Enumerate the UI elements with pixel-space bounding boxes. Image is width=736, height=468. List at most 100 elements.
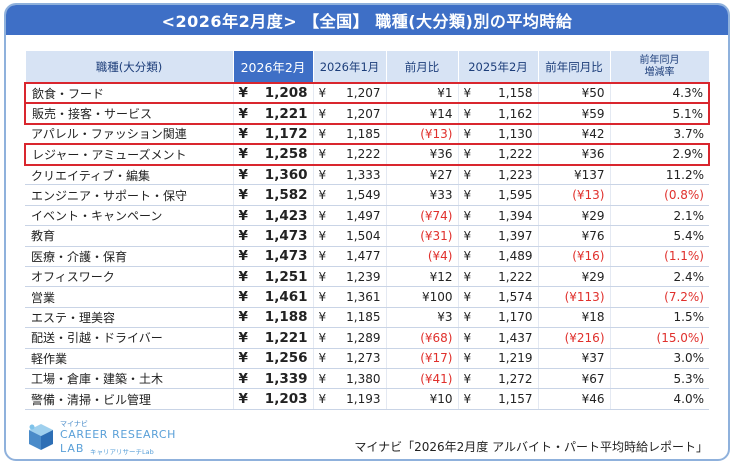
feb-2026-cell: ¥1,423 bbox=[233, 205, 314, 227]
table-row: アパレル・ファッション関連 ¥1,172 ¥1,185 (¥13) ¥1,130 ¥42 3… bbox=[25, 123, 709, 145]
yen-sign: ¥ bbox=[318, 126, 327, 141]
category-cell: 工場・倉庫・建築・土木 bbox=[25, 368, 234, 390]
table-row: 配送・引越・ドライバー ¥1,221 ¥1,289 (¥68) ¥1,437 (¥216)… bbox=[25, 327, 709, 349]
jan-2026-cell: ¥1,477 bbox=[313, 246, 387, 268]
jan-2026-cell-value: 1,361 bbox=[346, 290, 381, 305]
mom-cell: ¥36 bbox=[386, 143, 459, 166]
yen-sign: ¥ bbox=[238, 248, 248, 265]
feb-2025-cell: ¥1,223 bbox=[458, 164, 539, 186]
table-row: クリエイティブ・編集 ¥1,360 ¥1,333 ¥27 ¥1,223 ¥137 11.2% bbox=[25, 164, 709, 186]
jan-2026-cell-value: 1,333 bbox=[346, 168, 381, 182]
yen-sign: ¥ bbox=[238, 125, 248, 142]
yen-sign: ¥ bbox=[318, 168, 327, 182]
feb-2025-cell: ¥1,130 bbox=[458, 123, 539, 145]
category-cell: 販売・接客・サービス bbox=[24, 102, 234, 125]
table-row: オフィスワーク ¥1,251 ¥1,239 ¥12 ¥1,222 ¥29 2.4% bbox=[25, 266, 709, 288]
feb-2026-cell-value: 1,172 bbox=[264, 125, 308, 142]
jan-2026-cell: ¥1,549 bbox=[313, 184, 387, 206]
category-cell: 教育 bbox=[25, 225, 234, 247]
yoy-rate-cell: 5.1% bbox=[610, 102, 710, 125]
yen-sign: ¥ bbox=[463, 310, 472, 325]
feb-2026-cell-value: 1,188 bbox=[264, 309, 308, 326]
mom-cell: ¥27 bbox=[386, 164, 459, 186]
yoy-rate-cell: 1.5% bbox=[610, 307, 709, 329]
jan-2026-cell: ¥1,497 bbox=[313, 205, 387, 227]
yen-sign: ¥ bbox=[238, 289, 248, 306]
yoy-rate-cell: 4.3% bbox=[610, 81, 710, 105]
mom-cell: ¥1 bbox=[386, 81, 459, 105]
jan-2026-cell-value: 1,289 bbox=[346, 330, 381, 345]
yoy-rate-cell: 2.4% bbox=[610, 266, 709, 288]
category-cell: レジャー・アミューズメント bbox=[24, 143, 234, 166]
mom-cell: ¥33 bbox=[386, 184, 459, 206]
jan-2026-cell-value: 1,477 bbox=[346, 249, 381, 264]
jan-2026-cell-value: 1,497 bbox=[346, 208, 381, 223]
yen-sign: ¥ bbox=[318, 392, 327, 407]
feb-2026-cell: ¥1,256 bbox=[233, 348, 314, 369]
category-cell: イベント・キャンペーン bbox=[25, 205, 234, 227]
yen-sign: ¥ bbox=[463, 188, 472, 203]
mom-cell: (¥74) bbox=[386, 205, 459, 227]
feb-2025-cell-value: 1,223 bbox=[498, 168, 533, 182]
mom-cell: (¥13) bbox=[386, 123, 459, 145]
feb-2026-cell: ¥1,208 bbox=[233, 81, 314, 105]
header-yoy-rate-line: 前年同月 bbox=[639, 54, 680, 66]
feb-2026-cell-value: 1,339 bbox=[264, 370, 308, 387]
jan-2026-cell: ¥1,239 bbox=[313, 266, 387, 288]
feb-2026-cell-value: 1,203 bbox=[264, 391, 308, 408]
yoy-rate-cell: (1.1%) bbox=[610, 246, 709, 268]
yoy-rate-cell: 3.0% bbox=[610, 348, 709, 369]
yen-sign: ¥ bbox=[238, 85, 248, 102]
yen-sign: ¥ bbox=[463, 147, 472, 162]
feb-2026-cell-value: 1,423 bbox=[264, 207, 308, 224]
header-feb-2025: 2025年2月 bbox=[457, 50, 539, 84]
mom-cell: (¥17) bbox=[386, 348, 459, 369]
jan-2026-cell: ¥1,185 bbox=[313, 307, 387, 329]
feb-2025-cell: ¥1,489 bbox=[458, 246, 539, 268]
yoy-rate-cell: 11.2% bbox=[610, 164, 709, 186]
category-cell: 配送・引越・ドライバー bbox=[25, 327, 234, 349]
category-cell: 営業 bbox=[25, 286, 234, 308]
yen-sign: ¥ bbox=[463, 290, 472, 305]
yoy-rate-cell: 2.1% bbox=[610, 205, 709, 227]
jan-2026-cell: ¥1,185 bbox=[313, 123, 387, 145]
feb-2025-cell: ¥1,397 bbox=[458, 225, 539, 247]
jan-2026-cell: ¥1,380 bbox=[313, 368, 387, 390]
header-category: 職種(大分類) bbox=[24, 50, 234, 84]
yoy-cell: ¥137 bbox=[538, 164, 611, 186]
yen-sign: ¥ bbox=[318, 330, 327, 345]
yen-sign: ¥ bbox=[463, 168, 472, 182]
yen-sign: ¥ bbox=[463, 228, 472, 243]
jan-2026-cell: ¥1,207 bbox=[313, 81, 387, 105]
yen-sign: ¥ bbox=[238, 146, 248, 163]
mom-cell: (¥31) bbox=[386, 225, 459, 247]
feb-2025-cell-value: 1,130 bbox=[498, 126, 533, 141]
yen-sign: ¥ bbox=[318, 269, 327, 284]
feb-2025-cell: ¥1,157 bbox=[458, 388, 539, 410]
category-cell: アパレル・ファッション関連 bbox=[25, 123, 234, 145]
yen-sign: ¥ bbox=[318, 208, 327, 223]
header-yoy-rate: 前年同月 増減率 bbox=[609, 50, 710, 84]
yoy-cell: ¥29 bbox=[538, 266, 611, 288]
logo-kana-text: キャリアリサーチLab bbox=[90, 448, 154, 456]
feb-2025-cell-value: 1,222 bbox=[498, 147, 533, 162]
feb-2025-cell-value: 1,170 bbox=[498, 310, 533, 325]
yoy-rate-cell: 5.4% bbox=[610, 225, 709, 247]
header-yoy-rate-line: 増減率 bbox=[644, 66, 675, 78]
yen-sign: ¥ bbox=[463, 126, 472, 141]
yoy-cell: ¥29 bbox=[538, 205, 611, 227]
source-note: マイナビ「2026年2月度 アルバイト・パート平均時給レポート」 bbox=[354, 440, 708, 454]
category-cell: 飲食・フード bbox=[24, 81, 234, 105]
yoy-cell: ¥18 bbox=[538, 307, 611, 329]
table-row: イベント・キャンペーン ¥1,423 ¥1,497 (¥74) ¥1,394 ¥29 2.1… bbox=[25, 205, 709, 227]
yoy-cell: (¥13) bbox=[538, 184, 611, 206]
yen-sign: ¥ bbox=[238, 227, 248, 244]
feb-2026-cell-value: 1,258 bbox=[264, 146, 308, 163]
table-row: 販売・接客・サービス ¥1,221 ¥1,207 ¥14 ¥1,162 ¥59 5.1% bbox=[24, 102, 710, 125]
feb-2026-cell-value: 1,360 bbox=[264, 167, 308, 183]
yen-sign: ¥ bbox=[318, 188, 327, 203]
feb-2026-cell-value: 1,221 bbox=[264, 329, 308, 346]
yoy-cell: ¥37 bbox=[538, 348, 611, 369]
yen-sign: ¥ bbox=[238, 370, 248, 387]
yoy-rate-cell: 5.3% bbox=[610, 368, 709, 390]
